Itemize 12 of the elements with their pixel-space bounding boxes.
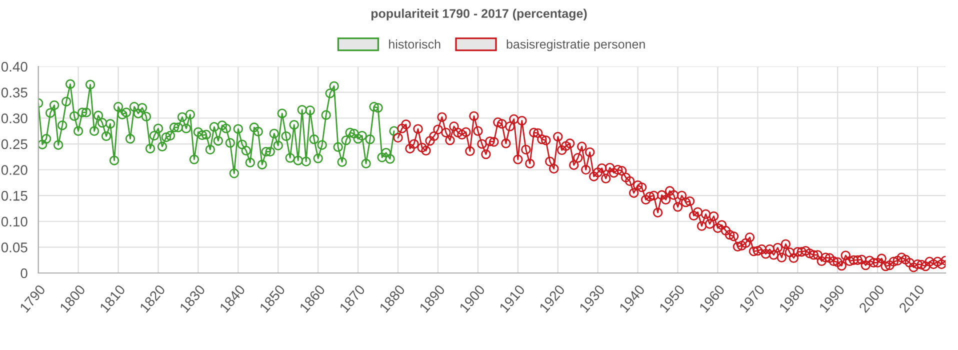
y-tick-label: 0.20 [1, 165, 28, 175]
y-tick-label: 0 [20, 268, 28, 278]
y-tick-label: 0.05 [1, 242, 28, 252]
legend-label: historisch [389, 39, 440, 49]
y-tick-label: 0.35 [1, 88, 28, 98]
legend-label: basisregistratie personen [506, 39, 645, 52]
y-tick-label: 0.40 [1, 62, 28, 72]
y-tick-label: 0.10 [1, 216, 28, 227]
y-tick-label: 0.25 [1, 139, 28, 150]
chart-title: populariteit 1790 - 2017 (percentage) [371, 8, 587, 20]
y-tick-label: 0.30 [1, 113, 28, 124]
y-tick-label: 0.15 [1, 190, 28, 201]
